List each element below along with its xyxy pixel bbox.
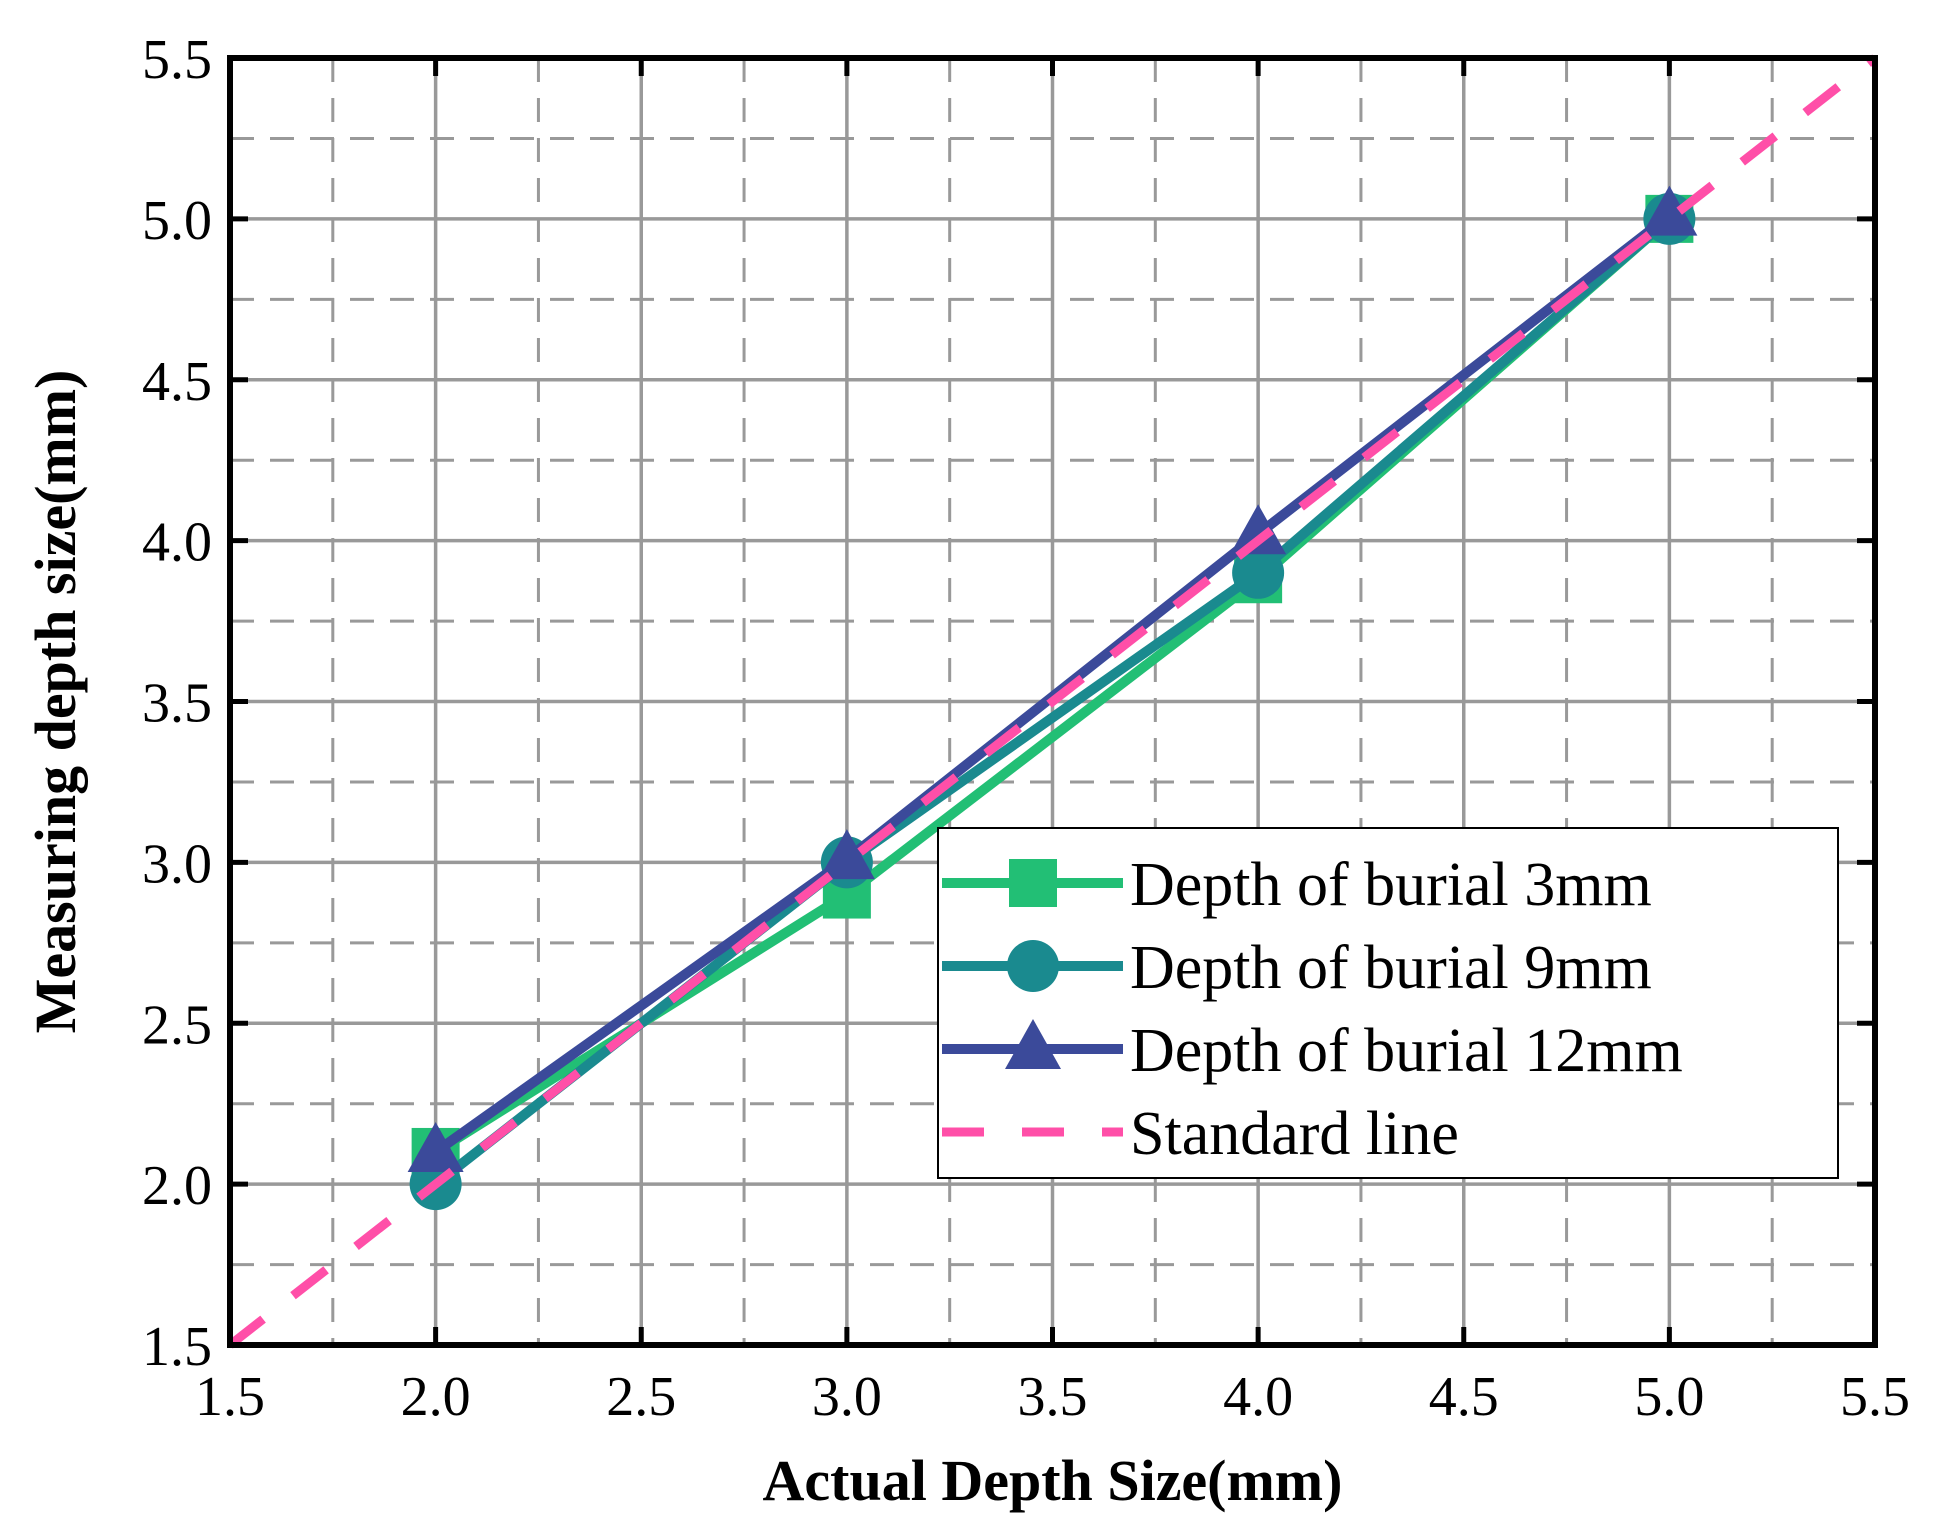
y-tick-label: 2.0	[142, 1155, 212, 1217]
x-tick-label: 5.5	[1840, 1366, 1910, 1428]
legend-marker	[1005, 1019, 1061, 1069]
legend-label: Depth of burial 12mm	[1130, 1017, 1683, 1085]
y-tick-label: 5.0	[142, 190, 212, 252]
legend-item: Standard line	[942, 1100, 1459, 1168]
standard-line	[227, 54, 1878, 1349]
legend-label: Depth of burial 9mm	[1130, 934, 1652, 1002]
legend-label: Standard line	[1130, 1100, 1459, 1168]
legend-item: Depth of burial 12mm	[942, 1017, 1683, 1085]
x-tick-label: 2.5	[606, 1366, 676, 1428]
x-tick-label: 3.5	[1018, 1366, 1088, 1428]
data-point	[1232, 546, 1285, 599]
data-point	[407, 1121, 464, 1172]
y-tick-label: 1.5	[142, 1316, 212, 1378]
y-tick-label: 5.5	[142, 29, 212, 91]
y-tick-label: 3.0	[142, 833, 212, 895]
series-layer	[227, 54, 1878, 1349]
legend-marker	[1007, 940, 1059, 992]
axis-ticks	[227, 55, 1878, 1348]
legend-item: Depth of burial 3mm	[942, 851, 1652, 919]
y-tick-label: 4.5	[142, 351, 212, 413]
legend: Depth of burial 3mm Depth of burial 9mm De…	[937, 827, 1839, 1179]
x-axis-title: Actual Depth Size(mm)	[763, 1448, 1343, 1513]
x-tick-label: 4.5	[1429, 1366, 1499, 1428]
series-line	[432, 215, 1673, 1189]
data-point	[1641, 185, 1698, 236]
data-point	[1230, 504, 1287, 555]
legend-label: Depth of burial 3mm	[1130, 851, 1652, 919]
x-tick-label: 4.0	[1223, 1366, 1293, 1428]
x-tick-label: 1.5	[195, 1366, 265, 1428]
legend-item: Depth of burial 9mm	[942, 934, 1652, 1002]
data-point	[818, 829, 875, 880]
y-tick-label: 2.5	[142, 994, 212, 1056]
y-axis-title: Measuring depth size(mm)	[23, 370, 88, 1034]
y-tick-label: 4.0	[142, 512, 212, 574]
legend-marker	[1009, 859, 1057, 907]
x-tick-label: 5.0	[1634, 1366, 1704, 1428]
x-tick-label: 2.0	[401, 1366, 471, 1428]
y-tick-label: 3.5	[142, 673, 212, 735]
x-tick-label: 3.0	[812, 1366, 882, 1428]
tick-labels: 1.5 2.0 2.5 3.0 3.5 4.0 4.5 5.0 5.5 1.5 2.0 2.5 3.0 3…	[142, 29, 1910, 1428]
